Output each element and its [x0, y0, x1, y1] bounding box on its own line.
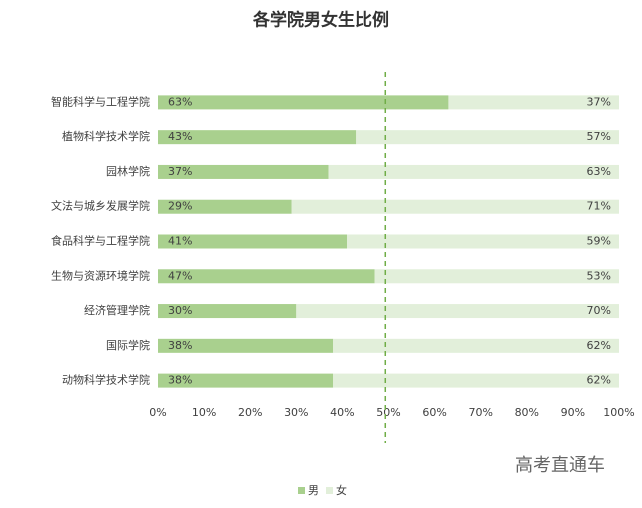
- legend-swatch: [326, 487, 333, 494]
- x-tick-label: 90%: [561, 406, 585, 419]
- bar-segment: [296, 304, 619, 319]
- bar-segment: [158, 130, 357, 145]
- bar-segment: [158, 234, 348, 249]
- data-label: 57%: [587, 130, 611, 143]
- data-label: 41%: [168, 235, 192, 248]
- x-tick-label: 50%: [376, 406, 400, 419]
- data-label: 30%: [168, 304, 192, 317]
- bar-segment: [158, 338, 334, 353]
- x-tick-label: 10%: [192, 406, 216, 419]
- x-tick-label: 0%: [149, 406, 166, 419]
- y-tick-label: 经济管理学院: [84, 303, 150, 317]
- data-label: 59%: [587, 235, 611, 248]
- bar-segment: [291, 199, 619, 214]
- chart-title: 各学院男女生比例: [252, 10, 389, 31]
- bar-segment: [158, 373, 334, 388]
- data-label: 37%: [587, 95, 611, 108]
- x-tick-label: 80%: [515, 406, 539, 419]
- bar-segment: [158, 269, 375, 284]
- data-label: 62%: [587, 374, 611, 387]
- legend-label: 男: [308, 484, 319, 497]
- data-label: 38%: [168, 374, 192, 387]
- data-label: 63%: [587, 165, 611, 178]
- bar-segment: [328, 164, 619, 179]
- data-label: 71%: [587, 200, 611, 213]
- data-label: 47%: [168, 269, 192, 282]
- x-tick-label: 30%: [284, 406, 308, 419]
- bar-segment: [158, 199, 292, 214]
- data-label: 63%: [168, 95, 192, 108]
- bar-segment: [158, 164, 329, 179]
- y-tick-label: 智能科学与工程学院: [51, 94, 150, 108]
- bar-segment: [333, 373, 619, 388]
- bar-segment: [347, 234, 619, 249]
- bar-segment: [448, 95, 619, 110]
- data-label: 43%: [168, 130, 192, 143]
- x-tick-label: 40%: [330, 406, 354, 419]
- bar-segment: [158, 304, 297, 319]
- data-label: 53%: [587, 269, 611, 282]
- legend-label: 女: [336, 483, 347, 497]
- y-tick-label: 园林学院: [106, 164, 150, 178]
- data-label: 29%: [168, 200, 192, 213]
- y-tick-label: 食品科学与工程学院: [51, 234, 150, 248]
- x-tick-label: 20%: [238, 406, 262, 419]
- legend-swatch: [298, 487, 305, 494]
- data-label: 38%: [168, 339, 192, 352]
- watermark: 高考直通车: [515, 455, 605, 476]
- data-label: 37%: [168, 165, 192, 178]
- data-label: 62%: [587, 339, 611, 352]
- y-tick-label: 国际学院: [106, 338, 150, 352]
- x-tick-label: 60%: [422, 406, 446, 419]
- x-tick-label: 100%: [603, 406, 634, 419]
- y-tick-label: 文法与城乡发展学院: [51, 199, 150, 213]
- y-tick-label: 生物与资源环境学院: [51, 268, 150, 282]
- bar-segment: [356, 130, 619, 145]
- bar-segment: [374, 269, 619, 284]
- y-tick-label: 植物科学技术学院: [62, 129, 150, 143]
- x-tick-label: 70%: [468, 406, 492, 419]
- bar-segment: [158, 95, 449, 110]
- y-tick-label: 动物科学技术学院: [62, 373, 150, 387]
- data-label: 70%: [587, 304, 611, 317]
- bar-segment: [333, 338, 619, 353]
